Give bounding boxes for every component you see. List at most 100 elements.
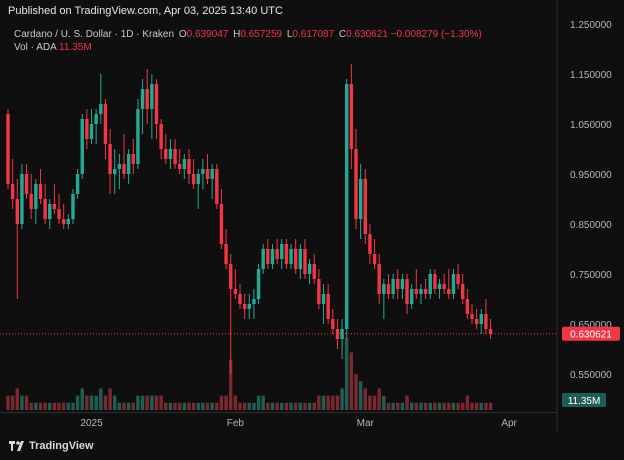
volume-bar (113, 395, 117, 410)
volume-label[interactable]: Vol · ADA (14, 42, 57, 53)
candle-body (280, 244, 284, 259)
candle-body (131, 154, 135, 164)
candle-body (298, 249, 303, 269)
volume-bar (94, 395, 98, 410)
candle-body (164, 149, 168, 159)
candle-body (451, 274, 456, 294)
candle-body (437, 284, 442, 289)
candle-body (312, 264, 316, 279)
candle-body (150, 84, 154, 109)
candle-body (66, 219, 71, 224)
volume-bar (131, 402, 135, 410)
volume-bar (52, 402, 57, 410)
volume-bar (191, 402, 196, 410)
volume-bar (280, 402, 284, 410)
candle-body (113, 169, 117, 174)
volume-bar (266, 402, 270, 410)
candle-body (423, 289, 428, 294)
candle-body (354, 149, 358, 219)
volume-bar (321, 395, 326, 410)
candle-body (372, 254, 377, 264)
candle-body (335, 329, 340, 339)
candle-body (284, 244, 289, 264)
volume-bar (437, 402, 442, 410)
candle-body (85, 119, 89, 139)
symbol-title[interactable]: Cardano / U. S. Dollar · 1D · Kraken (14, 29, 175, 40)
volume-bar (488, 402, 493, 410)
volume-bar (461, 402, 465, 410)
volume-bar (270, 402, 275, 410)
volume-bar (75, 395, 80, 410)
candle-body (6, 114, 10, 184)
candle-body (103, 104, 108, 144)
candle-body (48, 204, 52, 219)
y-tick-label: 1.050000 (570, 120, 612, 131)
volume-bar (386, 402, 391, 410)
candle-body (326, 294, 330, 319)
volume-bar (126, 402, 131, 410)
volume-bar (358, 381, 363, 410)
volume-bar (24, 395, 29, 410)
low-label: L (286, 29, 293, 40)
candle-body (261, 249, 265, 269)
volume-bar (238, 402, 242, 410)
candle-body (242, 304, 247, 309)
candle-body (99, 104, 103, 114)
volume-bar (400, 402, 405, 410)
candle-body (108, 144, 112, 174)
candle-body (340, 329, 344, 339)
candle-body (465, 299, 470, 314)
close-value: 0.630621 (346, 29, 388, 40)
volume-bar (6, 395, 10, 410)
candle-body (345, 84, 349, 329)
candle-body (75, 174, 80, 194)
volume-bar (177, 402, 182, 410)
brand-name: TradingView (29, 440, 94, 452)
candle-body (428, 274, 432, 294)
candle-body (256, 269, 261, 299)
candle-body (349, 84, 354, 149)
candle-body (117, 164, 122, 169)
volume-bar (71, 402, 75, 410)
candle-body (419, 289, 423, 294)
volume-bar (117, 402, 122, 410)
volume-badge-label: 11.35M (568, 396, 601, 407)
candle-body (15, 199, 19, 224)
high-label: H (233, 29, 241, 40)
candle-body (484, 314, 488, 329)
volume-bar (396, 402, 400, 410)
volume-bar (48, 402, 52, 410)
candle-body (433, 274, 437, 289)
volume-bar (196, 402, 200, 410)
volume-bar (363, 388, 367, 410)
candle-body (24, 174, 29, 194)
volume-bar (303, 402, 307, 410)
volume-bar (159, 395, 163, 410)
tradingview-logo-icon (9, 441, 24, 451)
y-tick-label: 0.550000 (570, 370, 612, 381)
candle-body (270, 249, 275, 264)
candle-body (391, 279, 395, 294)
candle-body (34, 184, 38, 209)
volume-bar (298, 402, 303, 410)
volume-bar (317, 395, 321, 410)
candle-body (266, 249, 270, 264)
tradingview-footer: TradingView (9, 440, 94, 452)
volume-bar (136, 395, 140, 410)
volume-bar (331, 395, 335, 410)
volume-bar (349, 352, 354, 410)
volume-bar (61, 402, 66, 410)
x-tick-label: 2025 (80, 418, 103, 429)
volume-bar (275, 402, 279, 410)
volume-bar (372, 395, 377, 410)
volume-bar (451, 402, 456, 410)
volume-bar (252, 402, 256, 410)
x-tick-label: Feb (227, 418, 245, 429)
candle-body (442, 284, 446, 289)
volume-bar (261, 395, 265, 410)
candle-body (154, 84, 159, 124)
volume-bar (29, 402, 33, 410)
volume-bar (15, 388, 19, 410)
